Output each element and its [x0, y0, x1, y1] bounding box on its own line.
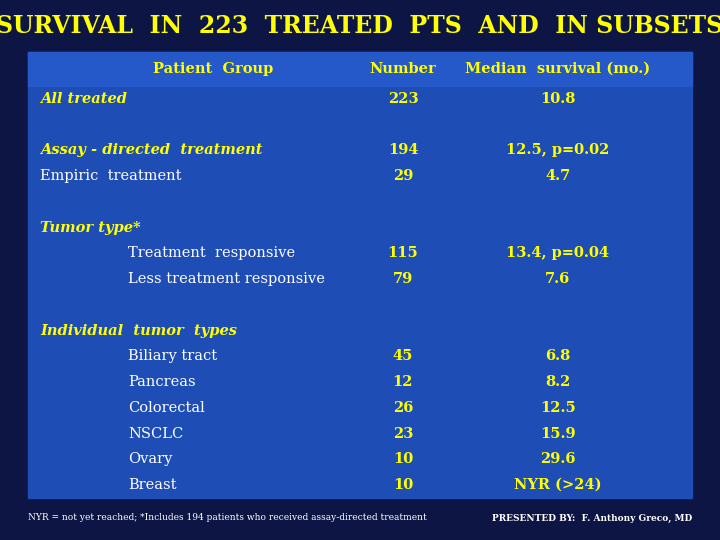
Text: NYR = not yet reached; *Includes 194 patients who received assay-directed treatm: NYR = not yet reached; *Includes 194 pat…	[28, 514, 427, 523]
Text: NYR (>24): NYR (>24)	[514, 478, 602, 492]
Text: NSCLC: NSCLC	[128, 427, 184, 441]
Text: 13.4, p=0.04: 13.4, p=0.04	[506, 246, 610, 260]
Text: Breast: Breast	[128, 478, 176, 492]
Text: 12.5: 12.5	[540, 401, 576, 415]
Text: 23: 23	[393, 427, 413, 441]
Text: 223: 223	[387, 92, 418, 106]
Text: Tumor type*: Tumor type*	[40, 221, 140, 234]
Text: Colorectal: Colorectal	[128, 401, 204, 415]
Text: 194: 194	[388, 144, 418, 157]
Text: All treated: All treated	[40, 92, 127, 106]
Bar	[0, 0, 720, 52]
Text: 4.7: 4.7	[545, 169, 571, 183]
Text: Treatment  responsive: Treatment responsive	[128, 246, 295, 260]
Text: Number: Number	[369, 62, 436, 76]
Text: 6.8: 6.8	[545, 349, 571, 363]
Text: Less treatment responsive: Less treatment responsive	[128, 272, 325, 286]
Text: PRESENTED BY:  F. Anthony Greco, MD: PRESENTED BY: F. Anthony Greco, MD	[492, 514, 692, 523]
Text: 29: 29	[393, 169, 413, 183]
Text: 12: 12	[392, 375, 413, 389]
Text: Individual  tumor  types: Individual tumor types	[40, 323, 237, 338]
Text: Patient  Group: Patient Group	[153, 62, 273, 76]
Text: 115: 115	[387, 246, 418, 260]
Text: Empiric  treatment: Empiric treatment	[40, 169, 181, 183]
Text: SURVIVAL  IN  223  TREATED  PTS  AND  IN SUBSETS: SURVIVAL IN 223 TREATED PTS AND IN SUBSE…	[0, 14, 720, 38]
Text: Pancreas: Pancreas	[128, 375, 196, 389]
Text: 7.6: 7.6	[545, 272, 571, 286]
Bar	[28, 52, 692, 86]
Bar	[28, 52, 692, 498]
Text: 15.9: 15.9	[540, 427, 576, 441]
Text: 79: 79	[393, 272, 413, 286]
Text: 45: 45	[393, 349, 413, 363]
Text: 29.6: 29.6	[540, 453, 576, 467]
Text: 10: 10	[393, 453, 413, 467]
Text: Ovary: Ovary	[128, 453, 172, 467]
Text: 12.5, p=0.02: 12.5, p=0.02	[506, 144, 610, 157]
Text: 8.2: 8.2	[545, 375, 571, 389]
Text: Biliary tract: Biliary tract	[128, 349, 217, 363]
Text: 10: 10	[393, 478, 413, 492]
Text: Assay - directed  treatment: Assay - directed treatment	[40, 144, 263, 157]
Text: 10.8: 10.8	[540, 92, 576, 106]
Text: Median  survival (mo.): Median survival (mo.)	[465, 62, 651, 76]
Text: 26: 26	[393, 401, 413, 415]
